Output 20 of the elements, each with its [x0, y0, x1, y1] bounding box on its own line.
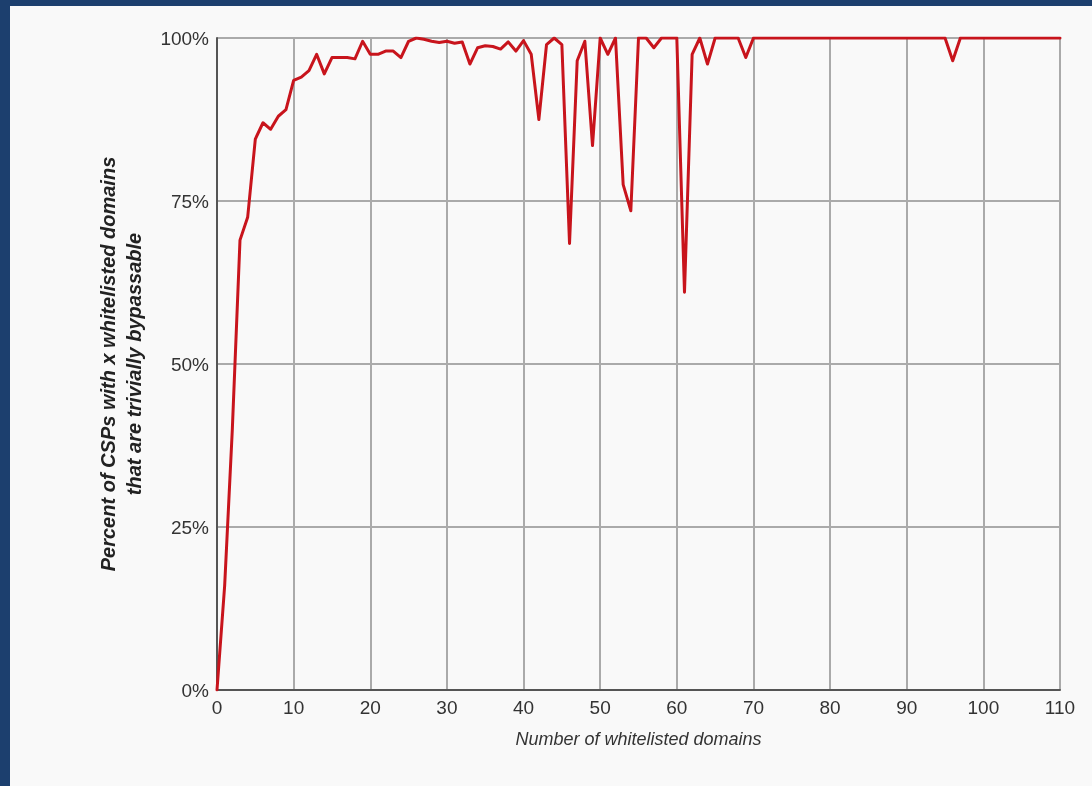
y-axis-title: Percent of CSPs with x whitelisted domains that are trivially bypassable — [97, 156, 145, 572]
y-tick-label: 0% — [181, 679, 210, 701]
y-tick-label: 50% — [170, 353, 210, 375]
y-tick-label: 100% — [160, 27, 210, 49]
x-tick-label: 70 — [742, 697, 765, 718]
x-tick-label: 60 — [666, 697, 688, 718]
y-tick-label: 75% — [170, 190, 210, 212]
x-tick-label: 90 — [896, 697, 918, 718]
x-tick-label: 30 — [436, 697, 458, 718]
x-tick-label: 10 — [283, 697, 305, 718]
x-tick-label: 40 — [512, 697, 535, 718]
x-tick-label: 100 — [967, 697, 1000, 718]
x-tick-label: 110 — [1044, 697, 1076, 718]
x-tick-label: 20 — [359, 697, 381, 718]
x-tick-label: 50 — [589, 697, 611, 718]
x-axis-title: Number of whitelisted domains — [515, 729, 762, 749]
x-tick-label: 80 — [819, 697, 841, 718]
x-tick-label: 0 — [211, 697, 223, 718]
line-series — [215, 36, 1062, 692]
y-tick-label: 25% — [170, 516, 210, 538]
